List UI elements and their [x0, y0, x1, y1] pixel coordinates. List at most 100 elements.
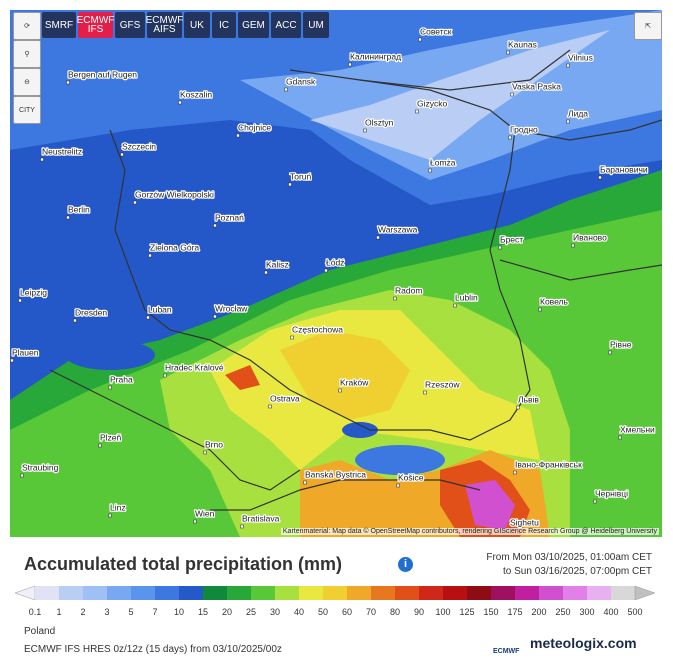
model-button[interactable]: UK — [184, 12, 210, 38]
zoom-button[interactable]: ⊖ — [13, 68, 41, 96]
city-label[interactable]: Лида — [567, 107, 590, 120]
city-label[interactable]: Hradec Králové — [164, 361, 225, 374]
city-label[interactable]: Vilnius — [567, 51, 594, 64]
city-label[interactable]: Sighetu — [509, 516, 541, 529]
city-label[interactable]: Olsztyn — [364, 116, 395, 129]
legend-label: 2 — [80, 607, 85, 617]
city-label[interactable]: Brno — [204, 438, 225, 451]
city-label[interactable]: Neustrelitz — [41, 145, 84, 158]
city-label[interactable]: Toruń — [289, 170, 313, 183]
city-label[interactable]: Wrocław — [214, 302, 250, 315]
city-label[interactable]: Чернівці — [594, 487, 630, 500]
border — [514, 119, 662, 141]
city-label[interactable]: Рівне — [609, 338, 633, 351]
city-label[interactable]: Warszawa — [377, 223, 419, 236]
city-label[interactable]: Kaunas — [507, 38, 538, 51]
city-marker — [506, 50, 510, 55]
city-label[interactable]: Kalisz — [265, 258, 290, 271]
precip-area — [310, 30, 610, 160]
city-label[interactable]: Ostrava — [269, 392, 302, 405]
city-label[interactable]: Kraków — [339, 376, 371, 389]
refresh-button[interactable]: ⟳ — [13, 12, 41, 40]
model-button[interactable]: ECMWF AIFS — [146, 12, 183, 38]
city-marker — [73, 318, 77, 323]
info-button[interactable]: i — [398, 557, 413, 572]
city-label[interactable]: Rzeszów — [424, 378, 462, 391]
city-label[interactable]: Брест — [499, 233, 525, 246]
model-button[interactable]: IC — [212, 12, 236, 38]
city-marker — [453, 303, 457, 308]
model-button[interactable]: GEM — [238, 12, 269, 38]
city-label[interactable]: Poznań — [214, 211, 246, 224]
city-label[interactable]: Radom — [394, 284, 424, 297]
city-marker — [593, 499, 597, 504]
city-label[interactable]: Lublin — [454, 291, 479, 304]
city-label[interactable]: Berlin — [67, 203, 92, 216]
legend-swatch — [227, 586, 252, 600]
city-label[interactable]: Хмельни — [619, 423, 657, 436]
city-marker — [538, 307, 542, 312]
legend-label: 80 — [390, 607, 400, 617]
city-label[interactable]: Иваново — [572, 231, 609, 244]
border — [499, 259, 662, 281]
legend-label: 7 — [152, 607, 157, 617]
city-label[interactable]: Львів — [517, 393, 541, 406]
city-label[interactable]: Košice — [397, 471, 425, 484]
city-label[interactable]: Bergen auf Rugen — [67, 68, 139, 81]
city-marker — [148, 253, 152, 258]
city-marker — [418, 37, 422, 42]
city-label[interactable]: Leipzig — [19, 286, 49, 299]
city-label[interactable]: Dresden — [74, 306, 109, 319]
precip-area — [355, 445, 445, 475]
city-marker — [510, 92, 514, 97]
city-label[interactable]: Praha — [109, 373, 134, 386]
city-label[interactable]: Советск — [419, 25, 453, 38]
model-button[interactable]: GFS — [115, 12, 145, 38]
city-label[interactable]: Gdansk — [285, 75, 318, 88]
legend-swatch — [155, 586, 180, 600]
city-label[interactable]: Koszalin — [179, 88, 214, 101]
city-label[interactable]: Калининград — [349, 50, 403, 63]
city-label[interactable]: Gizycko — [416, 97, 449, 110]
legend-label: 500 — [627, 607, 642, 617]
city-label[interactable]: Chojnice — [237, 121, 273, 134]
city-label[interactable]: Івано-Франківськ — [514, 458, 584, 471]
city-label[interactable]: Częstochowa — [291, 323, 345, 336]
legend-label: 50 — [318, 607, 328, 617]
legend-swatch — [515, 586, 540, 600]
city-label[interactable]: Straubing — [21, 461, 60, 474]
city-marker — [66, 80, 70, 85]
city-label[interactable]: Łódź — [325, 256, 346, 269]
city-label[interactable]: Luban — [147, 303, 173, 316]
model-button[interactable]: UM — [303, 12, 329, 38]
model-button[interactable]: ECMWF IFS — [77, 12, 114, 38]
city-marker — [566, 119, 570, 124]
location-button[interactable]: ⚲ — [13, 40, 41, 68]
city-marker — [146, 315, 150, 320]
city-marker — [264, 270, 268, 275]
city-marker — [513, 470, 517, 475]
legend-swatch — [467, 586, 492, 600]
city-toggle[interactable]: CITY — [13, 96, 41, 124]
city-marker — [324, 268, 328, 273]
city-label[interactable]: Zielona Góra — [149, 241, 201, 254]
city-label[interactable]: Bratislava — [241, 512, 281, 525]
city-label[interactable]: Wien — [194, 507, 216, 520]
city-marker — [566, 63, 570, 68]
city-label[interactable]: Gorzów Wielkopolski — [134, 188, 215, 201]
map[interactable]: Bergen auf Rugen Koszalin Gdansk Калинингра… — [10, 10, 662, 537]
city-label[interactable]: Łomża — [429, 156, 457, 169]
share-button[interactable]: ⇱ — [634, 12, 662, 40]
city-label[interactable]: Ковель — [539, 295, 570, 308]
city-label[interactable]: Барановичи — [599, 163, 649, 176]
city-label[interactable]: Szczecin — [121, 140, 158, 153]
city-label[interactable]: Plzeň — [99, 431, 123, 444]
city-label[interactable]: Linz — [109, 501, 127, 514]
city-label[interactable]: Vaska Paska — [511, 80, 563, 93]
legend-swatch — [443, 586, 468, 600]
model-button[interactable]: ACC — [271, 12, 301, 38]
city-label[interactable]: Banská Bystrica — [304, 468, 368, 481]
model-button[interactable]: SMRF — [42, 12, 76, 38]
city-label[interactable]: Plauen — [11, 346, 40, 359]
city-label[interactable]: Гродно — [509, 123, 540, 136]
